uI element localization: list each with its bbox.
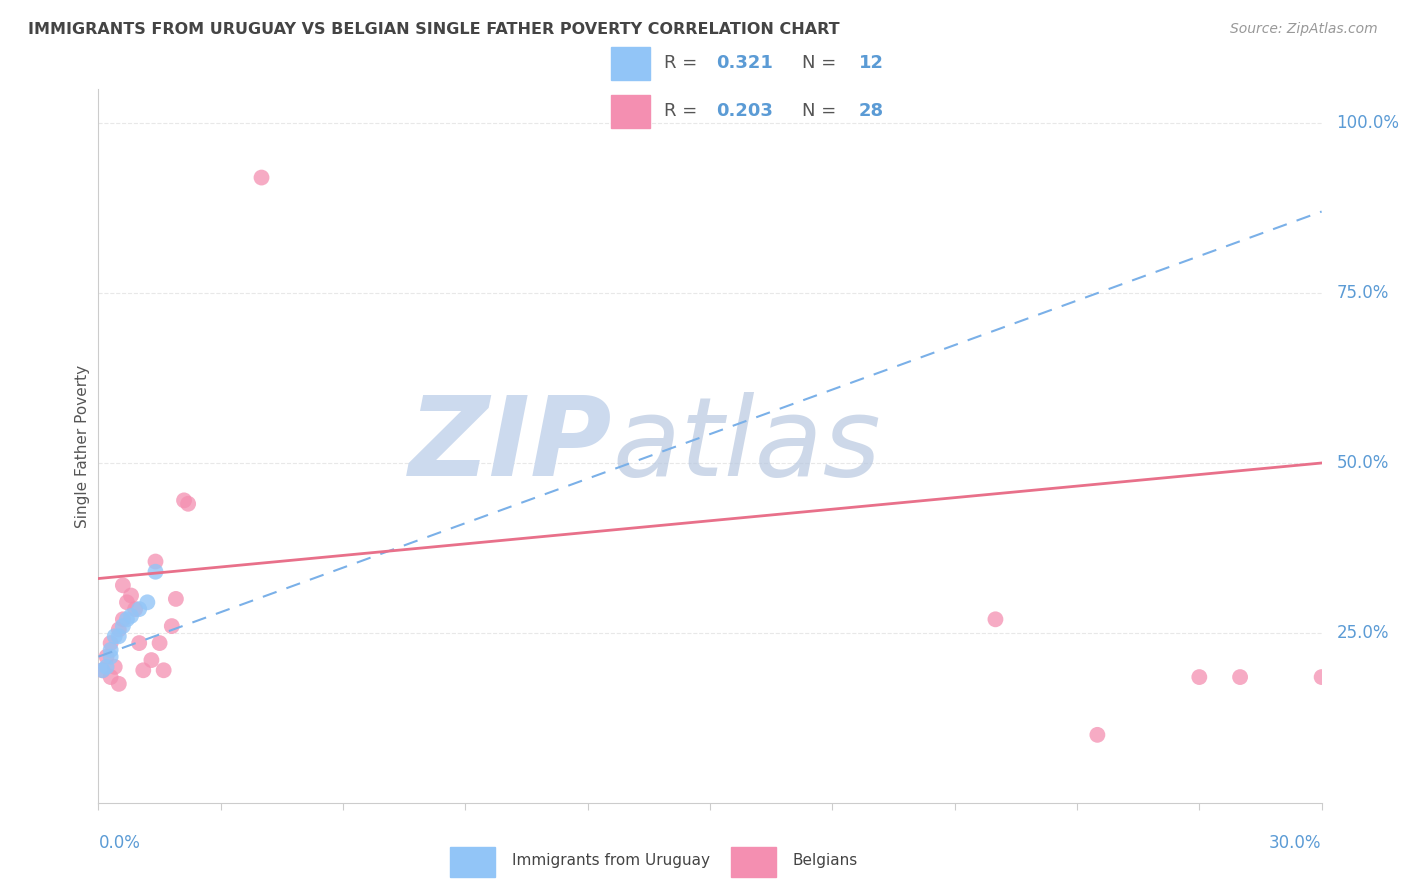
Y-axis label: Single Father Poverty: Single Father Poverty	[75, 365, 90, 527]
Text: Immigrants from Uruguay: Immigrants from Uruguay	[512, 854, 710, 868]
Point	[104, 629, 127, 643]
Text: atlas: atlas	[612, 392, 880, 500]
Point	[115, 595, 138, 609]
Point	[108, 623, 131, 637]
Text: 25.0%: 25.0%	[1336, 624, 1389, 642]
Bar	[731, 847, 776, 877]
Point	[111, 619, 134, 633]
Text: 50.0%: 50.0%	[1336, 454, 1389, 472]
Bar	[610, 47, 651, 79]
Point	[173, 493, 195, 508]
Point	[160, 619, 183, 633]
Point	[152, 663, 174, 677]
Text: N =: N =	[803, 54, 842, 72]
Text: 0.203: 0.203	[717, 102, 773, 120]
Text: 0.321: 0.321	[717, 54, 773, 72]
Point	[120, 589, 142, 603]
Point	[96, 649, 118, 664]
Text: 75.0%: 75.0%	[1336, 284, 1389, 302]
Point	[108, 629, 131, 643]
Point	[111, 578, 134, 592]
Point	[91, 663, 114, 677]
Point	[100, 649, 122, 664]
Point	[115, 612, 138, 626]
Point	[165, 591, 187, 606]
Point	[96, 660, 118, 674]
Point	[104, 660, 127, 674]
Point	[100, 643, 122, 657]
Text: IMMIGRANTS FROM URUGUAY VS BELGIAN SINGLE FATHER POVERTY CORRELATION CHART: IMMIGRANTS FROM URUGUAY VS BELGIAN SINGL…	[28, 22, 839, 37]
Point	[1229, 670, 1251, 684]
Point	[250, 170, 273, 185]
Point	[1085, 728, 1108, 742]
Text: Source: ZipAtlas.com: Source: ZipAtlas.com	[1230, 22, 1378, 37]
Point	[177, 497, 200, 511]
Point	[124, 602, 146, 616]
Text: Belgians: Belgians	[793, 854, 858, 868]
Text: 28: 28	[859, 102, 884, 120]
Text: 100.0%: 100.0%	[1336, 114, 1399, 132]
Text: 30.0%: 30.0%	[1270, 834, 1322, 852]
Point	[141, 653, 163, 667]
Text: 0.0%: 0.0%	[98, 834, 141, 852]
Bar	[610, 95, 651, 128]
Point	[100, 636, 122, 650]
Point	[128, 636, 150, 650]
Text: 12: 12	[859, 54, 883, 72]
Text: R =: R =	[664, 54, 703, 72]
Point	[108, 677, 131, 691]
Bar	[450, 847, 495, 877]
Point	[132, 663, 155, 677]
Text: N =: N =	[803, 102, 842, 120]
Point	[145, 565, 167, 579]
Point	[1310, 670, 1333, 684]
Point	[1188, 670, 1211, 684]
Point	[120, 608, 142, 623]
Point	[100, 670, 122, 684]
Point	[136, 595, 159, 609]
Text: R =: R =	[664, 102, 703, 120]
Point	[984, 612, 1007, 626]
Point	[128, 602, 150, 616]
Point	[111, 612, 134, 626]
Point	[145, 555, 167, 569]
Text: ZIP: ZIP	[409, 392, 612, 500]
Point	[91, 663, 114, 677]
Point	[149, 636, 172, 650]
